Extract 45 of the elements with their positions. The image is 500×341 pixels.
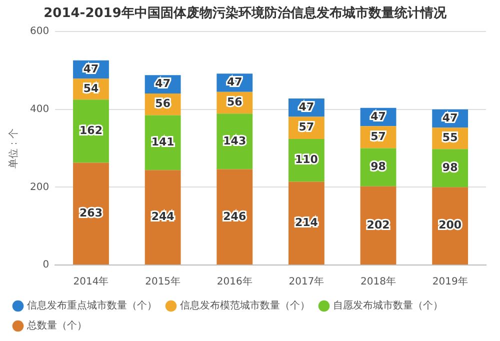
x-tick-label: 2017年 — [288, 276, 324, 288]
bar — [432, 187, 468, 264]
bar — [216, 169, 253, 264]
bar — [144, 170, 181, 264]
data-label: 47 — [298, 100, 314, 114]
x-tick-label: 2016年 — [216, 276, 252, 288]
data-label: 47 — [155, 77, 170, 90]
data-label: 47 — [226, 76, 242, 89]
y-axis-title: 单位：个 — [8, 128, 20, 168]
data-label: 263 — [80, 206, 102, 220]
x-tick-label: 2019年 — [432, 276, 468, 288]
data-label: 143 — [223, 134, 246, 148]
x-tick-label: 2015年 — [145, 276, 181, 288]
legend-label: 自愿发布城市数量（个） — [333, 300, 443, 312]
data-label: 57 — [370, 130, 386, 144]
data-label: 110 — [294, 153, 318, 166]
x-tick-label: 2014年 — [73, 276, 109, 288]
data-label: 244 — [151, 210, 175, 224]
data-label: 162 — [80, 124, 102, 138]
data-label: 98 — [370, 160, 386, 174]
y-tick-label: 0 — [42, 260, 50, 271]
data-label: 98 — [442, 161, 458, 174]
data-label: 141 — [151, 136, 174, 149]
y-tick-label: 200 — [30, 182, 50, 193]
legend-label: 总数量（个） — [26, 320, 87, 332]
data-label: 54 — [83, 82, 99, 96]
data-label: 56 — [226, 96, 243, 109]
legend-label: 信息发布模范城市数量（个） — [180, 300, 310, 312]
data-label: 57 — [298, 120, 314, 134]
data-label: 47 — [442, 111, 458, 124]
bar — [73, 162, 109, 264]
chart-title: 2014-2019年中国固体废物污染环境防治信息发布城市数量统计情况 — [44, 5, 448, 22]
x-tick-label: 2018年 — [360, 276, 396, 288]
data-label: 55 — [442, 131, 458, 144]
data-label: 202 — [366, 218, 390, 232]
data-label: 56 — [155, 97, 171, 110]
data-label: 47 — [83, 62, 99, 76]
data-label: 214 — [294, 216, 318, 229]
legend-label: 信息发布重点城市数量（个） — [27, 300, 157, 312]
data-label: 246 — [223, 210, 246, 223]
data-label: 47 — [370, 110, 386, 123]
bar — [288, 182, 324, 264]
y-tick-label: 400 — [30, 104, 50, 115]
data-label: 200 — [438, 218, 462, 232]
y-tick-label: 600 — [30, 26, 50, 38]
